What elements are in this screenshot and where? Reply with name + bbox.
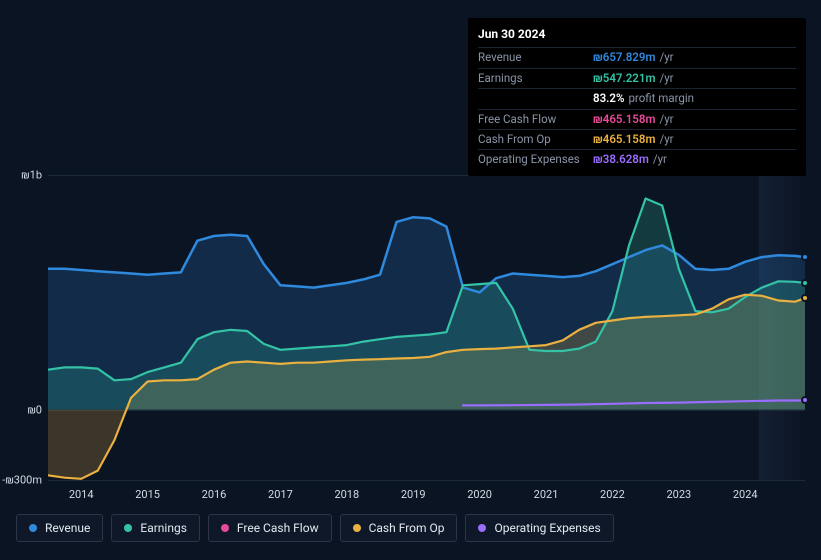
legend-label: Free Cash Flow bbox=[237, 521, 319, 535]
legend-item-fcf[interactable]: Free Cash Flow bbox=[208, 514, 332, 542]
x-axis-label: 2019 bbox=[401, 488, 426, 501]
tooltip-row: Operating Expenses₪38.628m/yr bbox=[478, 149, 796, 169]
tooltip-unit: /yr bbox=[659, 132, 673, 146]
chart-plot-area[interactable]: ₪1b₪0-₪300m20142015201620172018201920202… bbox=[48, 175, 805, 480]
gridline bbox=[48, 480, 805, 481]
legend-item-opex[interactable]: Operating Expenses bbox=[465, 514, 613, 542]
legend-dot-icon bbox=[478, 524, 486, 532]
tooltip-unit: /yr bbox=[659, 112, 673, 126]
x-axis-label: 2024 bbox=[733, 488, 758, 501]
tooltip-unit: /yr bbox=[659, 50, 673, 64]
chart-legend: Revenue Earnings Free Cash Flow Cash From O… bbox=[16, 514, 614, 542]
tooltip-value: ₪38.628m bbox=[593, 152, 649, 166]
tooltip-label: Operating Expenses bbox=[478, 151, 593, 168]
tooltip-row: Revenue₪657.829m/yr bbox=[478, 47, 796, 67]
tooltip-label: Free Cash Flow bbox=[478, 111, 593, 128]
x-axis-label: 2023 bbox=[666, 488, 691, 501]
legend-label: Cash From Op bbox=[369, 521, 445, 535]
series-endpoint-earnings bbox=[801, 279, 809, 287]
chart-svg bbox=[48, 175, 805, 480]
legend-item-earnings[interactable]: Earnings bbox=[111, 514, 200, 542]
y-axis-label: ₪0 bbox=[0, 403, 46, 416]
x-axis-label: 2017 bbox=[268, 488, 293, 501]
legend-dot-icon bbox=[29, 524, 37, 532]
chart-tooltip: Jun 30 2024 Revenue₪657.829m/yrEarnings₪… bbox=[468, 18, 806, 176]
tooltip-value: 83.2% bbox=[593, 91, 624, 105]
legend-dot-icon bbox=[124, 524, 132, 532]
legend-label: Revenue bbox=[45, 521, 90, 535]
y-axis-label: ₪1b bbox=[0, 169, 46, 182]
x-axis-label: 2014 bbox=[69, 488, 94, 501]
legend-dot-icon bbox=[221, 524, 229, 532]
x-axis-label: 2015 bbox=[135, 488, 160, 501]
tooltip-value: ₪465.158m bbox=[593, 132, 655, 146]
legend-dot-icon bbox=[353, 524, 361, 532]
legend-label: Operating Expenses bbox=[494, 521, 600, 535]
tooltip-label bbox=[478, 90, 593, 107]
financials-chart: ₪1b₪0-₪300m20142015201620172018201920202… bbox=[16, 155, 805, 500]
legend-item-revenue[interactable]: Revenue bbox=[16, 514, 103, 542]
tooltip-row: Free Cash Flow₪465.158m/yr bbox=[478, 109, 796, 129]
tooltip-date: Jun 30 2024 bbox=[478, 26, 796, 43]
x-axis-label: 2022 bbox=[600, 488, 625, 501]
x-axis-label: 2021 bbox=[534, 488, 559, 501]
legend-item-cashop[interactable]: Cash From Op bbox=[340, 514, 458, 542]
x-axis-label: 2018 bbox=[334, 488, 359, 501]
tooltip-unit: /yr bbox=[653, 152, 667, 166]
tooltip-unit: /yr bbox=[659, 71, 673, 85]
tooltip-label: Revenue bbox=[478, 49, 593, 66]
legend-label: Earnings bbox=[140, 521, 187, 535]
tooltip-value: ₪657.829m bbox=[593, 50, 655, 64]
tooltip-value: ₪465.158m bbox=[593, 112, 655, 126]
tooltip-row: Earnings₪547.221m/yr bbox=[478, 68, 796, 88]
series-endpoint-revenue bbox=[801, 253, 809, 261]
x-axis-label: 2020 bbox=[467, 488, 492, 501]
tooltip-unit: profit margin bbox=[628, 91, 694, 105]
series-endpoint-opex bbox=[801, 396, 809, 404]
tooltip-row: Cash From Op₪465.158m/yr bbox=[478, 129, 796, 149]
y-axis-label: -₪300m bbox=[0, 474, 46, 487]
x-axis-label: 2016 bbox=[202, 488, 227, 501]
tooltip-row: 83.2% profit margin bbox=[478, 88, 796, 108]
tooltip-label: Cash From Op bbox=[478, 131, 593, 148]
tooltip-value: ₪547.221m bbox=[593, 71, 655, 85]
series-endpoint-cashop bbox=[801, 294, 809, 302]
tooltip-label: Earnings bbox=[478, 70, 593, 87]
